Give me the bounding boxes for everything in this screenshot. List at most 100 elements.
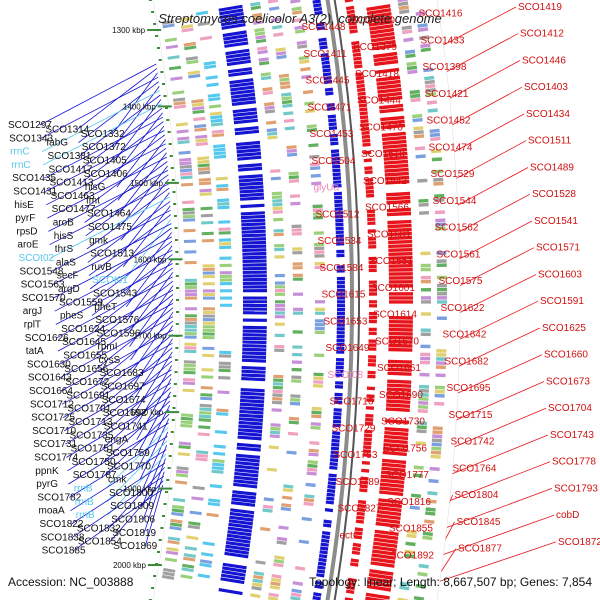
gene-label[interactable]: SCO1571 <box>536 243 580 254</box>
gene-label[interactable]: SCO1682 <box>445 356 489 367</box>
gene-label[interactable]: SCO1892 <box>390 550 434 561</box>
gene-label[interactable]: SCO1412 <box>520 29 564 40</box>
gene-label[interactable]: SCO1777 <box>385 470 429 481</box>
gene-label[interactable]: gmk <box>89 235 109 246</box>
gene-label[interactable]: cobD <box>556 510 579 521</box>
gene-label[interactable]: SCO1827 <box>338 504 382 515</box>
gene-label[interactable]: SCO1411 <box>304 49 348 60</box>
gene-label[interactable]: ectC <box>340 530 361 541</box>
gene-label[interactable]: SCO1673 <box>546 377 590 388</box>
gene-label[interactable]: SCO1649 <box>326 343 370 354</box>
gene-label[interactable]: SCO1434 <box>526 109 570 120</box>
gene-label[interactable]: hisE <box>14 200 34 211</box>
gene-label[interactable]: SCO1511 <box>528 136 572 147</box>
gene-label[interactable]: SCO1528 <box>532 189 576 200</box>
gene-label[interactable]: SCO1575 <box>439 276 483 287</box>
gene-label[interactable]: SCO1452 <box>427 116 471 127</box>
gene-label[interactable]: fabG <box>46 138 68 149</box>
gene-label[interactable]: SCO1625 <box>542 323 586 334</box>
gene-label[interactable]: thrS <box>55 244 74 255</box>
gene-label[interactable]: SCO1510 <box>361 149 405 160</box>
gene-label[interactable]: SCO1661 <box>377 363 421 374</box>
gene-label[interactable]: rrnB <box>75 497 94 508</box>
gene-label[interactable]: SCO1869 <box>113 541 157 552</box>
gene-label[interactable]: SCO1566 <box>365 203 409 214</box>
gene-label[interactable]: SCO1470 <box>359 122 403 133</box>
gene-label[interactable]: rrnC <box>10 147 29 158</box>
gene-label[interactable]: SCO1800 <box>109 488 153 499</box>
gene-label[interactable]: SCOt08 <box>328 370 364 381</box>
gene-label[interactable]: SCO1877 <box>458 544 502 555</box>
gene-label[interactable]: moaA <box>39 506 65 517</box>
gene-label[interactable]: SCO1379 <box>353 42 397 53</box>
gene-label[interactable]: SCO1445 <box>306 76 350 87</box>
gene-label[interactable]: SCO1764 <box>453 463 497 474</box>
gene-label[interactable]: SCO1453 <box>310 129 354 140</box>
gene-label[interactable]: pyrF <box>15 213 35 224</box>
gene-label[interactable]: SCO1551 <box>369 256 413 267</box>
gene-label[interactable]: SCO1529 <box>431 169 475 180</box>
gene-label[interactable]: SCO1695 <box>447 383 491 394</box>
gene-label[interactable]: SCO1332 <box>81 129 125 140</box>
gene-label[interactable]: glyUa <box>314 183 340 194</box>
gene-label[interactable]: SCO1809 <box>110 501 154 512</box>
gene-label[interactable]: SCO1778 <box>552 457 596 468</box>
gene-label[interactable]: SCO1542 <box>363 176 407 187</box>
gene-label[interactable]: SCO1690 <box>379 390 423 401</box>
gene-label[interactable]: SCO1561 <box>437 249 481 260</box>
gene-label[interactable]: pyrG <box>36 479 58 490</box>
gene-label[interactable]: SCO1653 <box>324 316 368 327</box>
gene-label[interactable]: SCO1513 <box>90 249 134 260</box>
gene-label[interactable]: SCO1715 <box>449 410 493 421</box>
gene-label[interactable]: SCO1743 <box>550 430 594 441</box>
gene-label[interactable]: SCO1398 <box>423 62 467 73</box>
gene-label[interactable]: SCO1419 <box>518 2 562 13</box>
gene-label[interactable]: SCO1504 <box>312 156 356 167</box>
gene-label[interactable]: SCO1753 <box>334 450 378 461</box>
gene-label[interactable]: SCOt02 <box>19 253 55 264</box>
gene-label[interactable]: SCO1421 <box>425 89 469 100</box>
gene-label[interactable]: SCOt01 <box>92 275 128 286</box>
gene-label[interactable]: SCO1403 <box>524 82 568 93</box>
gene-label[interactable]: SCO1418 <box>355 69 399 80</box>
gene-label[interactable]: rplT <box>24 320 41 331</box>
gene-label[interactable]: SCO1581 <box>367 229 411 240</box>
gene-label[interactable]: SCO1872 <box>558 537 600 548</box>
gene-label[interactable]: rpsD <box>16 226 37 237</box>
gene-label[interactable]: SCO1855 <box>389 524 433 535</box>
gene-label[interactable]: SCO1670 <box>375 336 419 347</box>
gene-label[interactable]: SCO1475 <box>88 222 132 233</box>
gene-label[interactable]: pheS <box>60 311 84 322</box>
gene-label[interactable]: SCO1512 <box>316 209 360 220</box>
gene-label[interactable]: aroE <box>17 240 38 251</box>
gene-label[interactable]: SCO1446 <box>522 56 566 67</box>
gene-label[interactable]: SCO1444 <box>357 96 401 107</box>
gene-label[interactable]: SCO1622 <box>441 303 485 314</box>
gene-label[interactable]: SCO1793 <box>554 483 598 494</box>
gene-label[interactable]: SCO1804 <box>455 490 499 501</box>
gene-label[interactable]: rrnC <box>11 160 30 171</box>
gene-label[interactable]: aroB <box>53 218 74 229</box>
gene-label[interactable]: SCO1642 <box>443 330 487 341</box>
gene-label[interactable]: SCO1591 <box>540 296 584 307</box>
gene-label[interactable]: SCO1704 <box>548 403 592 414</box>
gene-label[interactable]: SCO1742 <box>451 437 495 448</box>
gene-label[interactable]: SCO1615 <box>322 290 366 301</box>
gene-label[interactable]: SCO1603 <box>538 270 582 281</box>
gene-label[interactable]: SCO1601 <box>371 283 415 294</box>
gene-label[interactable]: hisS <box>54 231 74 242</box>
gene-label[interactable]: SCO1433 <box>421 35 465 46</box>
gene-label[interactable]: SCO1660 <box>544 350 588 361</box>
gene-label[interactable]: SCO1756 <box>383 443 427 454</box>
gene-label[interactable]: ppnK <box>35 466 59 477</box>
gene-label[interactable]: ruvB <box>91 262 112 273</box>
gene-label[interactable]: SCO1471 <box>308 102 352 113</box>
gene-label[interactable]: tatA <box>26 346 44 357</box>
gene-label[interactable]: SCO1562 <box>435 223 479 234</box>
gene-label[interactable]: SCO1816 <box>387 497 431 508</box>
gene-label[interactable]: SCO1474 <box>429 142 473 153</box>
gene-label[interactable]: SCO1584 <box>320 263 364 274</box>
gene-label[interactable]: SCO1789 <box>336 477 380 488</box>
gene-label[interactable]: SCO1885 <box>42 546 86 557</box>
gene-label[interactable]: SCO1464 <box>87 209 131 220</box>
